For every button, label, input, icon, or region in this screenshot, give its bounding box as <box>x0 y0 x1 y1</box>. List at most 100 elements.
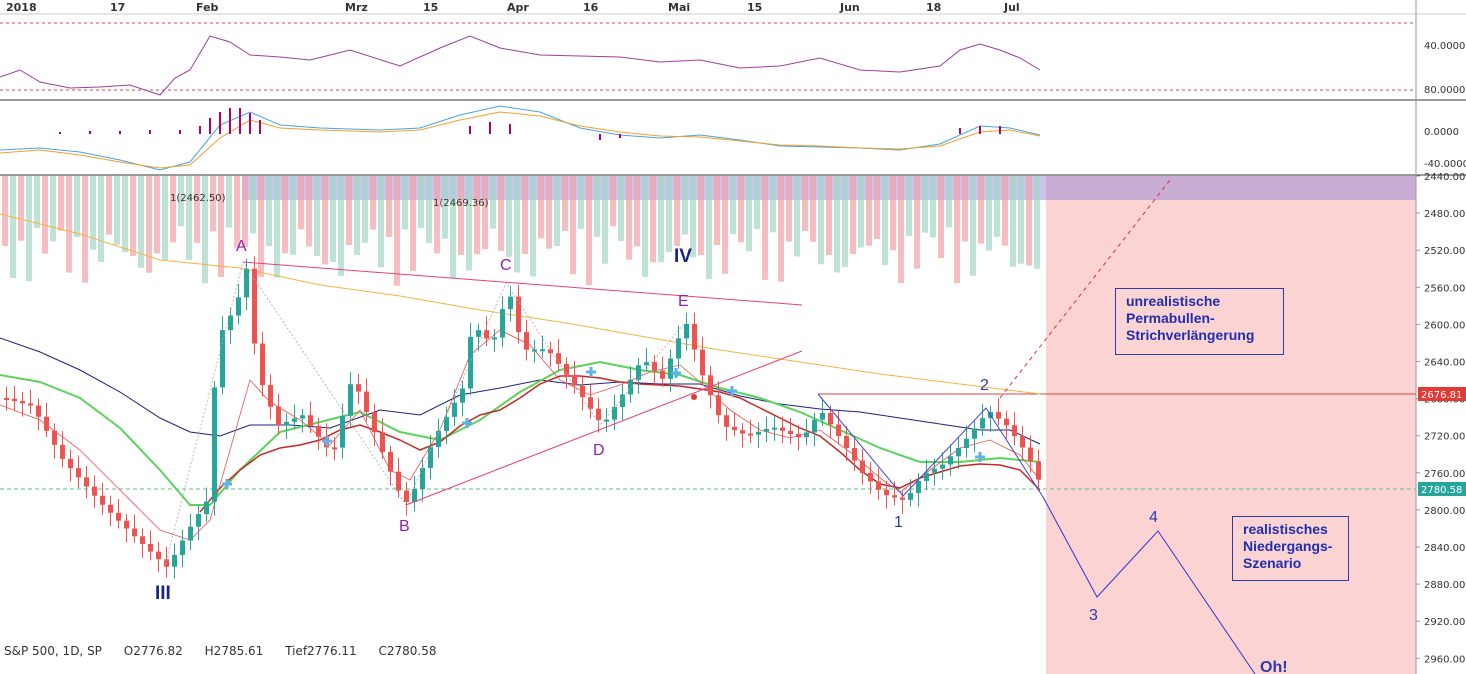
volume-profile-bar <box>114 176 120 245</box>
candle-body <box>908 493 913 500</box>
candle-body <box>60 444 65 459</box>
volume-profile-bar <box>906 176 912 237</box>
candle-body <box>740 430 745 434</box>
volume-profile-bar <box>690 176 696 258</box>
candle-body <box>588 397 593 409</box>
candle-body <box>836 424 841 436</box>
candle-body <box>308 415 313 426</box>
candle-body <box>716 395 721 416</box>
candle-body <box>444 416 449 432</box>
macd-tick-40: -40.0000 <box>1424 159 1466 170</box>
candle-body <box>372 411 377 433</box>
volume-profile-bar <box>570 176 576 275</box>
volume-profile-bar <box>994 176 1000 237</box>
volume-profile-bar <box>530 176 536 277</box>
candle-body <box>44 416 49 431</box>
candle-body <box>972 428 977 439</box>
time-tick: Feb <box>196 1 219 14</box>
ohlc-open: O2776.82 <box>123 644 183 658</box>
price-tick: 2920.00 <box>1424 617 1465 628</box>
time-tick: Jul <box>1003 1 1020 14</box>
volume-profile-bar <box>762 176 768 280</box>
candle-body <box>228 315 233 331</box>
volume-profile-bar <box>850 176 856 255</box>
candle-body <box>828 413 833 425</box>
time-tick: 18 <box>926 1 941 14</box>
candle-body <box>812 419 817 433</box>
candle-body <box>244 268 249 298</box>
volume-profile-bar <box>818 176 824 265</box>
volume-profile-bar <box>770 176 776 233</box>
volume-profile-bar <box>650 176 656 263</box>
candle-body <box>524 332 529 350</box>
volume-profile-bar <box>386 176 392 237</box>
volume-profile-bar <box>450 176 456 279</box>
volume-profile-bar <box>866 176 872 246</box>
volume-profile-bar <box>274 176 280 278</box>
wave-label-1: 1 <box>894 514 903 531</box>
candle-body <box>732 426 737 431</box>
volume-profile-bar <box>786 176 792 242</box>
rsi-tick-80: 80.0000 <box>1424 85 1465 96</box>
volume-profile-bar <box>354 176 360 256</box>
candle-body <box>388 451 393 472</box>
candle-body <box>476 330 481 337</box>
candle-body <box>188 526 193 541</box>
candle-body <box>724 415 729 427</box>
candle-body <box>148 544 153 552</box>
candle-body <box>964 438 969 449</box>
volume-profile-bar <box>514 176 520 273</box>
volume-profile-bar <box>146 176 152 273</box>
volume-profile-bar <box>634 176 640 247</box>
candle-body <box>548 349 553 354</box>
volume-profile-bar <box>1034 176 1040 269</box>
volume-profile-bar <box>546 176 552 249</box>
volume-profile-bar <box>858 176 864 248</box>
volume-profile-bar <box>506 176 512 258</box>
macd-line <box>0 105 1041 171</box>
bear-projection <box>1042 496 1256 674</box>
candle-body <box>52 430 57 445</box>
candle-body <box>796 433 801 438</box>
last-marker-bg <box>1418 482 1466 496</box>
candle-body <box>652 362 657 371</box>
volume-profile-bar <box>1026 176 1032 266</box>
volume-profile-bar <box>194 176 200 243</box>
candle-body <box>260 343 265 386</box>
time-tick: 15 <box>423 1 438 14</box>
volume-profile-bar <box>34 176 40 228</box>
volume-profile-bar <box>178 176 184 227</box>
time-axis: 2018 17 Feb Mrz 15 Apr 16 Mai 15 Jun 18 Jul <box>6 1 1020 14</box>
candle-body <box>484 330 489 339</box>
volume-profile-bar <box>306 176 312 247</box>
volume-profile-bar <box>170 176 176 243</box>
signal-markers <box>222 367 985 489</box>
volume-profile-bar <box>330 176 336 263</box>
candle-body <box>892 495 897 498</box>
wave-label-d: D <box>593 442 605 459</box>
candle-body <box>164 559 169 567</box>
candle-body <box>236 297 241 316</box>
rsi-line <box>0 35 1041 96</box>
volume-profile-bar <box>26 176 32 282</box>
candle-body <box>420 467 425 490</box>
candle-body <box>364 391 369 412</box>
volume-profile-bar <box>74 176 80 237</box>
wave-label-c: C <box>500 257 512 274</box>
trendline-a-e <box>242 261 803 306</box>
candle-body <box>132 528 137 537</box>
volume-profile-bar <box>898 176 904 284</box>
price-tick: 2520.00 <box>1424 246 1465 257</box>
candle-body <box>76 468 81 478</box>
wave-path-abc <box>164 261 684 566</box>
candle-body <box>676 338 681 359</box>
candle-body <box>932 468 937 473</box>
volume-profile-bar <box>802 176 808 231</box>
volume-profile-bar <box>522 176 528 255</box>
trendline-b-e <box>405 350 803 506</box>
volume-profile-bar <box>106 176 112 235</box>
candles <box>4 256 1041 579</box>
candle-body <box>604 419 609 422</box>
volume-profile-bar <box>322 176 328 265</box>
